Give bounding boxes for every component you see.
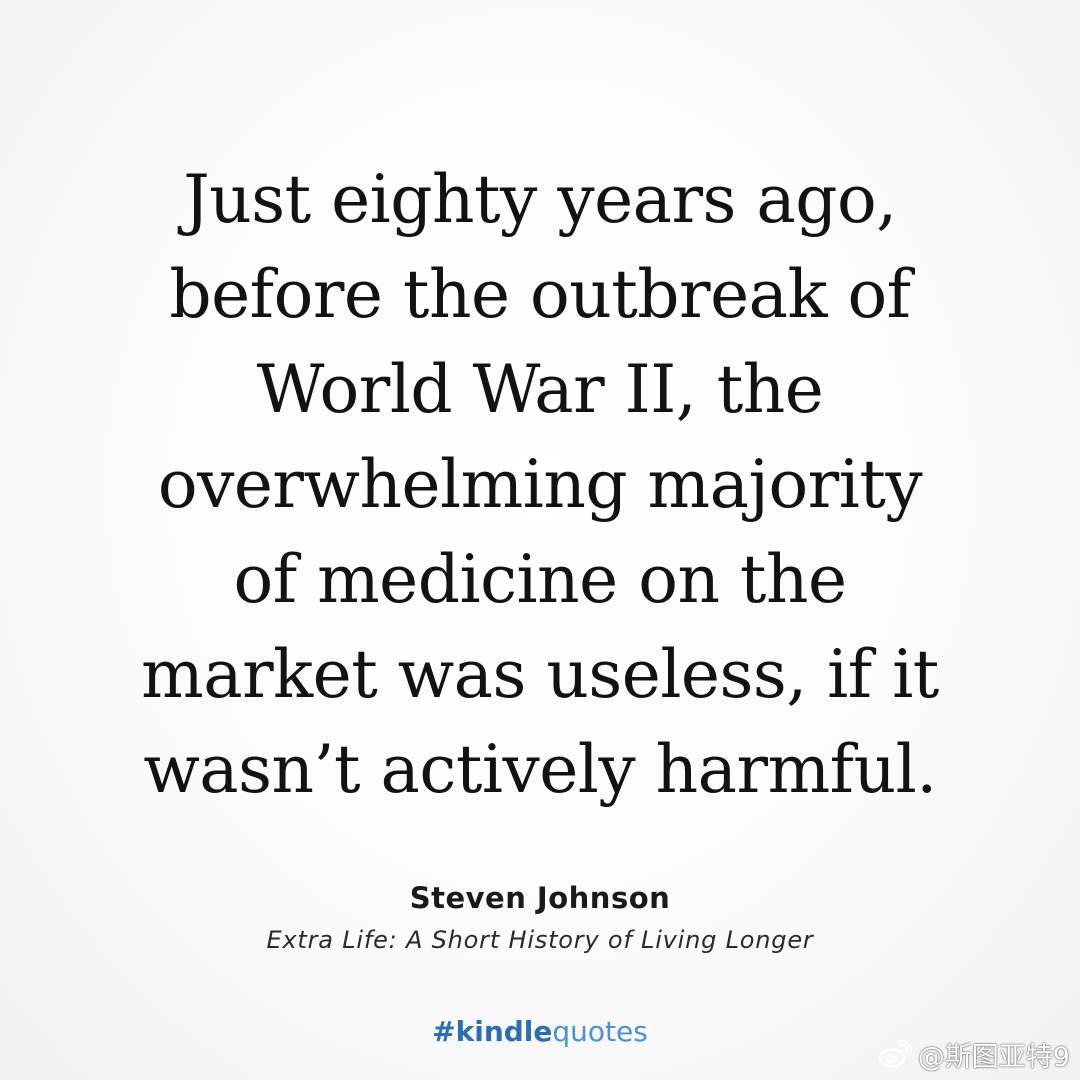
- quote-line: wasn’t actively harmful.: [143, 731, 937, 808]
- quote-line: World War II, the: [256, 351, 824, 428]
- hashtag-suffix: quotes: [552, 1015, 648, 1048]
- author-name: Steven Johnson: [409, 881, 671, 915]
- watermark: @斯图亚特9: [878, 1034, 1070, 1074]
- quote-line: market was useless, if it: [141, 636, 939, 713]
- book-title: Extra Life: A Short History of Living Lo…: [266, 926, 814, 954]
- weibo-logo-icon: [878, 1039, 912, 1069]
- quote-line: before the outbreak of: [169, 256, 911, 333]
- hashtag-prefix: #kindle: [432, 1015, 553, 1048]
- quote-line: overwhelming majority: [157, 446, 923, 523]
- quote-line: Just eighty years ago,: [183, 161, 897, 238]
- watermark-text: @斯图亚特9: [917, 1041, 1070, 1073]
- quote-text: Just eighty years ago, before the outbre…: [0, 152, 1080, 817]
- kindle-quotes-hashtag: #kindlequotes: [0, 1012, 1080, 1052]
- quote-line: of medicine on the: [233, 541, 847, 618]
